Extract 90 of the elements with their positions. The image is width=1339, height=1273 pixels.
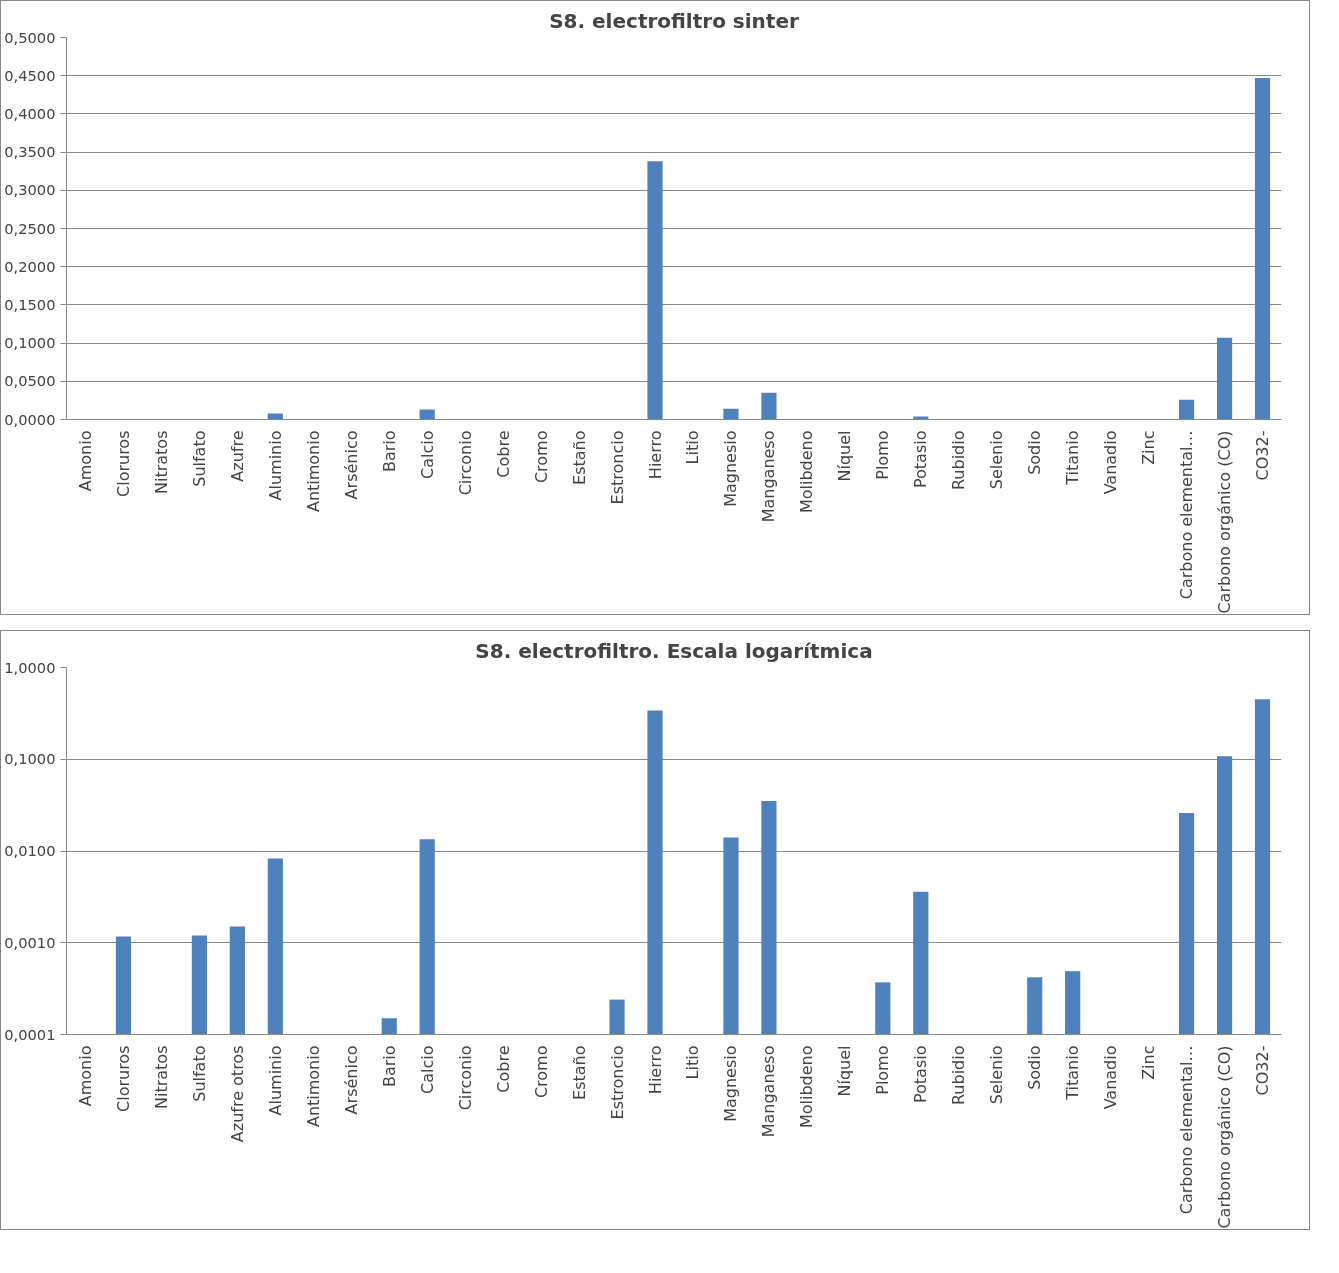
x-tick-label: Nitratos bbox=[151, 430, 171, 494]
x-tick-label: Rubidio bbox=[949, 430, 969, 491]
x-tick-label: Estroncio bbox=[607, 1045, 627, 1120]
x-tick-label: CO32- bbox=[1253, 430, 1273, 481]
x-tick-label: Azufre otros bbox=[227, 1045, 247, 1143]
x-tick-label: Amonio bbox=[75, 430, 95, 492]
y-tick-label: 1,0000 bbox=[4, 658, 56, 676]
y-tick-label: 0,4500 bbox=[4, 66, 56, 84]
y-tick-label: 0,3500 bbox=[4, 143, 56, 161]
x-tick-label: Hierro bbox=[645, 1045, 665, 1095]
y-tick-label: 0,0001 bbox=[4, 1025, 56, 1043]
x-tick-label: Molibdeno bbox=[797, 1045, 817, 1129]
x-tick-label: Cloruros bbox=[113, 430, 133, 497]
x-tick-label: Estroncio bbox=[607, 430, 627, 505]
x-tick-label: Bario bbox=[379, 1045, 399, 1088]
y-tick-label: 0,2000 bbox=[4, 257, 56, 275]
x-tick-label: Amonio bbox=[75, 1045, 95, 1107]
x-tick-label: Cobre bbox=[493, 1045, 513, 1093]
x-tick-label: Calcio bbox=[417, 430, 437, 479]
x-tick-label: Cromo bbox=[531, 430, 551, 484]
y-tick-label: 0,0000 bbox=[4, 410, 56, 428]
x-tick-label: Magnesio bbox=[721, 430, 741, 507]
y-tick-label: 0,3000 bbox=[4, 181, 56, 199]
x-tick-label: Níquel bbox=[835, 1045, 855, 1097]
x-tick-label: Calcio bbox=[417, 1045, 437, 1094]
bar bbox=[267, 413, 283, 420]
x-tick-label: Hierro bbox=[645, 430, 665, 480]
x-tick-label: Vanadio bbox=[1101, 1045, 1121, 1110]
x-tick-label: Aluminio bbox=[265, 1045, 285, 1116]
x-tick-label: Antimonio bbox=[303, 430, 323, 513]
x-tick-label: Rubidio bbox=[949, 1045, 969, 1106]
x-tick-label: Estaño bbox=[569, 430, 589, 485]
x-tick-label: Titanio bbox=[1063, 430, 1083, 486]
x-tick-label: Carbono orgánico (CO) bbox=[1215, 1045, 1235, 1229]
bar bbox=[723, 408, 739, 420]
x-tick-label: Nitratos bbox=[151, 1045, 171, 1109]
y-tick-label: 0,0010 bbox=[4, 933, 56, 951]
x-tick-label: Selenio bbox=[987, 1045, 1007, 1105]
x-tick-label: Selenio bbox=[987, 430, 1007, 490]
y-tick-label: 0,0500 bbox=[4, 372, 56, 390]
y-tick-label: 0,4000 bbox=[4, 104, 56, 122]
x-tick-label: Circonio bbox=[455, 1045, 475, 1111]
x-tick-label: Aluminio bbox=[265, 430, 285, 501]
x-tick-label: Sulfato bbox=[189, 430, 209, 487]
x-tick-label: Estaño bbox=[569, 1045, 589, 1100]
x-tick-label: Circonio bbox=[455, 430, 475, 496]
bar bbox=[1178, 399, 1195, 420]
bar bbox=[1216, 337, 1233, 420]
x-tick-label: Cloruros bbox=[113, 1045, 133, 1112]
x-tick-label: Sulfato bbox=[189, 1045, 209, 1102]
x-tick-label: Carbono orgánico (CO) bbox=[1215, 430, 1235, 614]
x-tick-label: Vanadio bbox=[1101, 430, 1121, 495]
x-tick-label: CO32- bbox=[1253, 1045, 1273, 1096]
x-tick-label: Arsénico bbox=[341, 430, 361, 500]
x-tick-label: Molibdeno bbox=[797, 430, 817, 514]
x-tick-label: Litio bbox=[683, 1045, 703, 1080]
x-tick-label: Antimonio bbox=[303, 1045, 323, 1128]
bar bbox=[913, 416, 929, 420]
x-tick-label: Carbono elemental… bbox=[1177, 1045, 1197, 1215]
x-tick-label: Potasio bbox=[911, 430, 931, 489]
y-tick-label: 0,2500 bbox=[4, 219, 56, 237]
x-tick-label: Magnesio bbox=[721, 1045, 741, 1122]
x-tick-label: Manganeso bbox=[759, 1045, 779, 1138]
x-tick-label: Arsénico bbox=[341, 1045, 361, 1115]
x-tick-label: Plomo bbox=[873, 1045, 893, 1095]
x-tick-label: Plomo bbox=[873, 430, 893, 480]
x-tick-label: Litio bbox=[683, 430, 703, 465]
bar bbox=[1254, 77, 1271, 420]
y-tick-label: 0,1000 bbox=[4, 750, 56, 768]
x-tick-label: Titanio bbox=[1063, 1045, 1083, 1101]
y-tick-label: 0,1000 bbox=[4, 334, 56, 352]
y-tick-label: 0,5000 bbox=[4, 28, 56, 46]
x-tick-label: Bario bbox=[379, 430, 399, 473]
x-tick-label: Níquel bbox=[835, 430, 855, 482]
x-tick-label: Manganeso bbox=[759, 430, 779, 523]
chart-title: S8. electrofiltro sinter bbox=[549, 8, 799, 33]
x-tick-label: Zinc bbox=[1139, 430, 1159, 465]
y-tick-label: 0,0100 bbox=[4, 842, 56, 859]
x-tick-label: Carbono elemental… bbox=[1177, 430, 1197, 600]
bar bbox=[761, 392, 777, 420]
bar bbox=[647, 161, 663, 420]
chart-title: S8. electrofiltro. Escala logarítmica bbox=[475, 638, 873, 663]
x-tick-label: Sodio bbox=[1025, 1045, 1045, 1090]
x-tick-label: Cromo bbox=[531, 1045, 551, 1099]
x-tick-label: Cobre bbox=[493, 430, 513, 478]
x-tick-label: Zinc bbox=[1139, 1045, 1159, 1080]
x-tick-label: Potasio bbox=[911, 1045, 931, 1104]
x-tick-label: Sodio bbox=[1025, 430, 1045, 475]
x-tick-label: Azufre bbox=[227, 430, 247, 482]
y-tick-label: 0,1500 bbox=[4, 295, 56, 313]
